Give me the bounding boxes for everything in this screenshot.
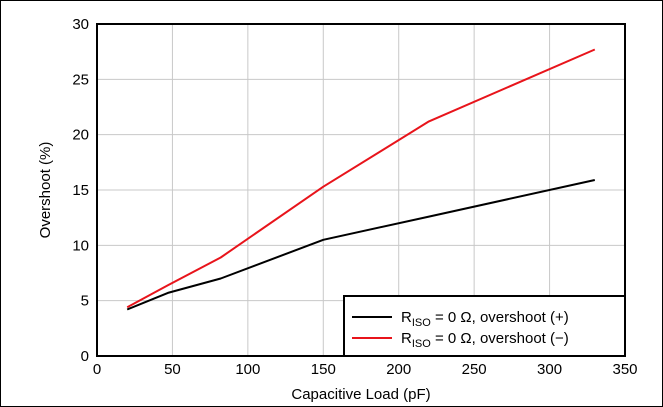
legend-box <box>343 295 626 357</box>
legend-label-2-sub: ISO <box>412 338 431 350</box>
series-lines <box>126 48 596 311</box>
legend-label-1-rest: = 0 Ω, overshoot (+) <box>431 309 569 326</box>
x-tick-label: 100 <box>235 361 260 378</box>
y-tick-label: 30 <box>72 16 89 33</box>
x-tick-label: 50 <box>164 361 181 378</box>
y-tick-label: 15 <box>72 182 89 199</box>
x-tick-label: 250 <box>462 361 487 378</box>
y-axis-label: Overshoot (%) <box>37 142 54 239</box>
y-tick-label: 25 <box>72 71 89 88</box>
x-tick-label: 0 <box>93 361 101 378</box>
series-line-2 <box>126 48 596 309</box>
x-tick-label: 200 <box>386 361 411 378</box>
series-line-1 <box>126 179 596 311</box>
y-tick-label: 20 <box>72 127 89 144</box>
legend: RISO = 0 Ω, overshoot (+) RISO = 0 Ω, ov… <box>343 295 626 357</box>
legend-label-2: RISO = 0 Ω, overshoot (−) <box>401 330 569 350</box>
tick-labels: 0 50 100 150 200 250 300 350 0 5 10 15 20 25 30 <box>72 16 637 378</box>
x-tick-label: 350 <box>612 361 637 378</box>
legend-label-2-rest: = 0 Ω, overshoot (−) <box>431 330 569 347</box>
legend-label-2-main: R <box>401 330 412 347</box>
y-tick-label: 0 <box>81 348 89 365</box>
x-tick-label: 300 <box>537 361 562 378</box>
x-axis-label: Capacitive Load (pF) <box>291 386 430 403</box>
x-tick-label: 150 <box>311 361 336 378</box>
y-tick-label: 10 <box>72 237 89 254</box>
legend-label-1: RISO = 0 Ω, overshoot (+) <box>401 309 569 329</box>
legend-label-1-main: R <box>401 309 412 326</box>
legend-label-1-sub: ISO <box>412 317 431 329</box>
y-tick-label: 5 <box>81 293 89 310</box>
